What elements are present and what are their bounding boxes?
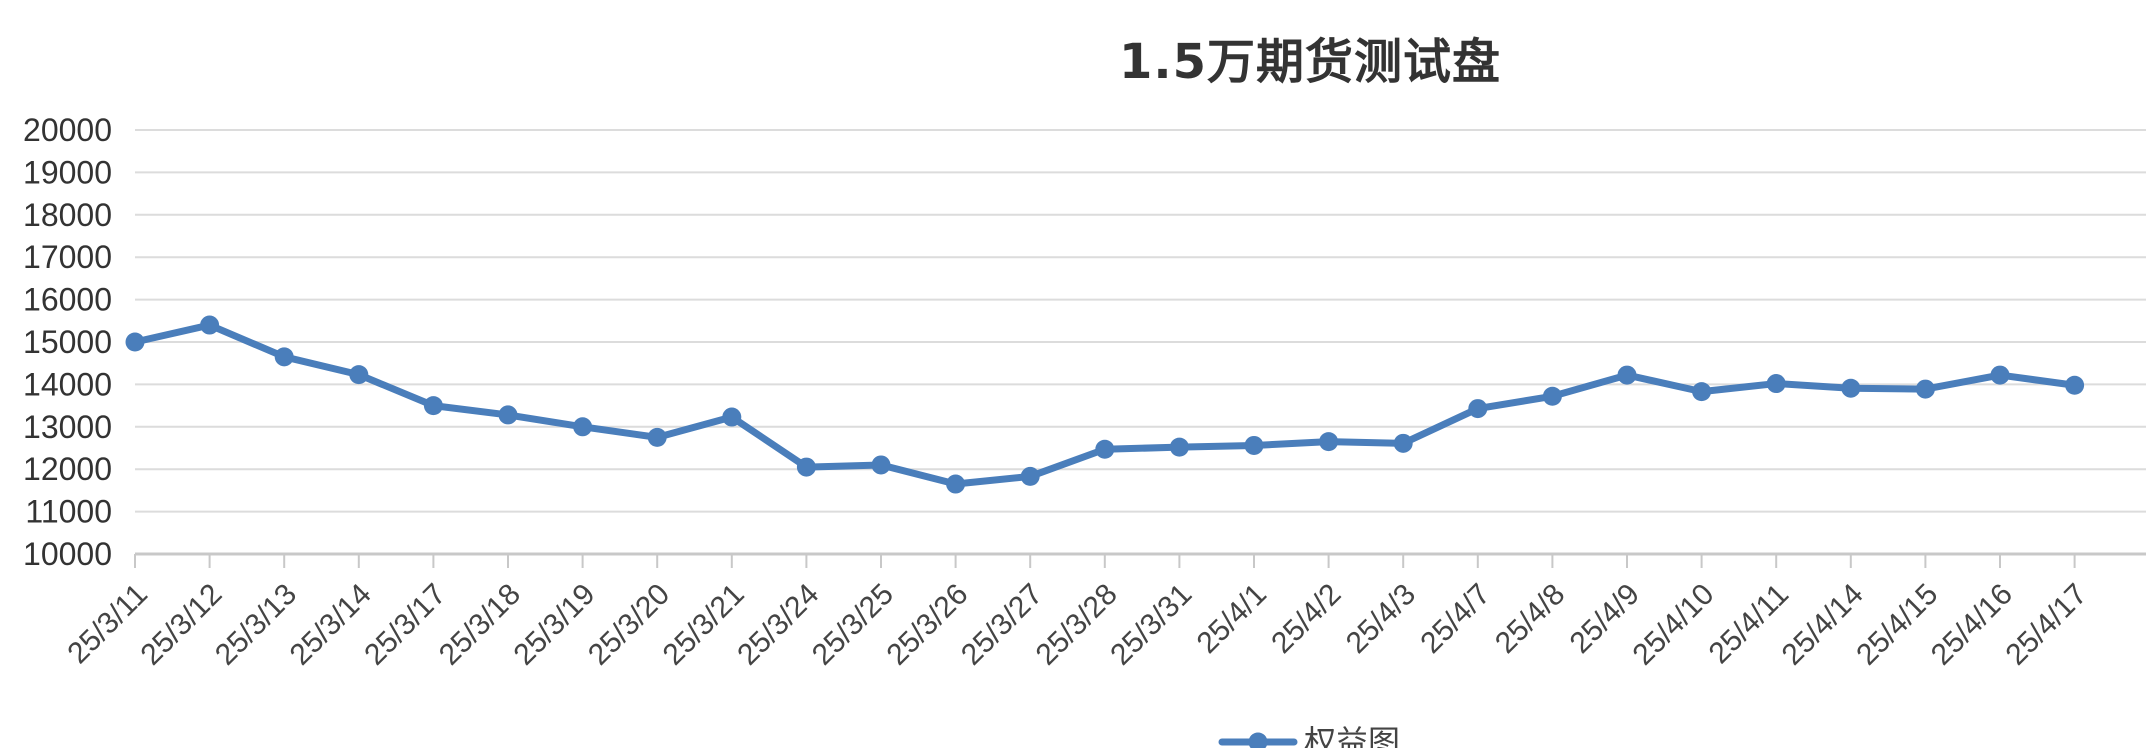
- data-point: [1841, 378, 1861, 398]
- x-tick-label: 25/3/11: [61, 578, 154, 671]
- data-point: [573, 417, 593, 437]
- data-point: [1095, 439, 1115, 459]
- x-tick-label: 25/3/20: [582, 578, 676, 672]
- data-point: [2065, 375, 2085, 395]
- x-tick-label: 25/3/12: [134, 578, 228, 672]
- data-point: [498, 405, 518, 425]
- data-point: [1319, 432, 1339, 452]
- data-point: [722, 407, 742, 427]
- series-layer: [125, 315, 2085, 494]
- y-tick-label: 16000: [23, 282, 112, 318]
- legend-label: 权益图: [1304, 723, 1400, 748]
- data-point: [871, 455, 891, 475]
- x-tick-label: 25/3/19: [507, 578, 601, 672]
- x-axis: 25/3/1125/3/1225/3/1325/3/1425/3/1725/3/…: [61, 554, 2094, 672]
- data-point: [796, 457, 816, 477]
- x-tick-label: 25/4/15: [1850, 578, 1944, 672]
- x-tick-label: 25/4/14: [1776, 578, 1870, 672]
- legend-marker-icon: [1248, 732, 1268, 748]
- data-point: [200, 315, 220, 335]
- data-point: [1990, 365, 2010, 385]
- data-point: [1020, 466, 1040, 486]
- x-tick-label: 25/4/7: [1414, 578, 1496, 660]
- y-tick-label: 11000: [25, 494, 112, 530]
- x-tick-label: 25/3/17: [358, 578, 452, 672]
- data-point: [647, 427, 667, 447]
- y-tick-label: 12000: [23, 451, 112, 487]
- y-tick-label: 13000: [23, 409, 112, 445]
- x-tick-label: 25/3/28: [1030, 578, 1124, 672]
- data-point: [125, 332, 145, 352]
- x-tick-label: 25/4/3: [1340, 578, 1422, 660]
- x-tick-label: 25/3/21: [657, 578, 751, 672]
- data-point: [1468, 399, 1488, 419]
- x-tick-label: 25/3/26: [880, 578, 974, 672]
- x-tick-label: 25/4/16: [1925, 578, 2019, 672]
- y-tick-label: 18000: [23, 197, 112, 233]
- x-tick-label: 25/3/13: [209, 578, 303, 672]
- x-tick-label: 25/4/17: [1999, 578, 2093, 672]
- y-tick-label: 19000: [23, 154, 112, 190]
- y-tick-label: 15000: [23, 324, 112, 360]
- x-tick-label: 25/4/11: [1703, 578, 1796, 671]
- x-tick-label: 25/3/25: [806, 578, 900, 672]
- x-tick-label: 25/4/10: [1626, 578, 1720, 672]
- y-tick-label: 17000: [23, 239, 112, 275]
- data-point: [1542, 386, 1562, 406]
- x-tick-label: 25/3/24: [731, 578, 825, 672]
- gridlines: [135, 129, 2146, 556]
- data-point: [1244, 435, 1264, 455]
- data-point: [1169, 437, 1189, 457]
- data-point: [946, 474, 966, 494]
- legend: 权益图: [1218, 723, 1400, 748]
- y-tick-label: 14000: [23, 366, 112, 402]
- x-tick-label: 25/3/18: [433, 578, 527, 672]
- x-tick-label: 25/4/1: [1191, 578, 1273, 660]
- data-point: [1766, 374, 1786, 394]
- y-tick-label: 10000: [23, 536, 112, 572]
- data-point: [423, 396, 443, 416]
- data-point: [274, 347, 294, 367]
- data-point: [1915, 379, 1935, 399]
- x-tick-label: 25/4/8: [1489, 578, 1571, 660]
- x-tick-label: 25/3/27: [955, 578, 1049, 672]
- y-axis: 20000 19000 18000 17000 16000 15000 14000 13000…: [23, 112, 112, 572]
- x-tick-label: 25/3/31: [1104, 578, 1198, 672]
- data-point: [1393, 433, 1413, 453]
- data-point: [349, 365, 369, 385]
- y-tick-label: 20000: [23, 112, 112, 148]
- x-tick-label: 25/4/2: [1265, 578, 1347, 660]
- x-tick-label: 25/3/14: [284, 578, 378, 672]
- data-point: [1617, 365, 1637, 385]
- data-point: [1692, 382, 1712, 402]
- chart-title: 1.5万期货测试盘: [1118, 34, 1502, 90]
